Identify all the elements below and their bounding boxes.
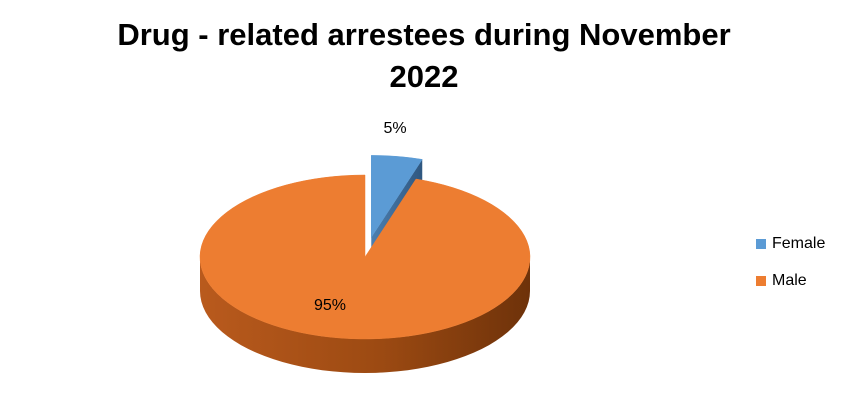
chart-title: Drug - related arrestees during November… <box>0 14 848 98</box>
legend-item-female: Female <box>756 232 825 256</box>
legend-swatch-male <box>756 276 766 286</box>
legend-label-male: Male <box>772 272 807 289</box>
legend: Female Male <box>756 232 825 306</box>
pie-tops <box>199 155 531 340</box>
legend-label-female: Female <box>772 235 826 252</box>
slice-side-male <box>200 257 530 373</box>
data-label-male: 95% <box>314 297 346 314</box>
legend-swatch-female <box>756 239 766 249</box>
chart-title-line-2: 2022 <box>389 59 459 94</box>
pie-labels: 5% 95% <box>314 120 407 314</box>
slice-male <box>199 174 531 340</box>
slice-female <box>371 155 423 239</box>
data-label-female: 5% <box>383 120 406 137</box>
legend-item-male: Male <box>756 269 825 293</box>
chart-title-line-1: Drug - related arrestees during November <box>117 17 731 52</box>
